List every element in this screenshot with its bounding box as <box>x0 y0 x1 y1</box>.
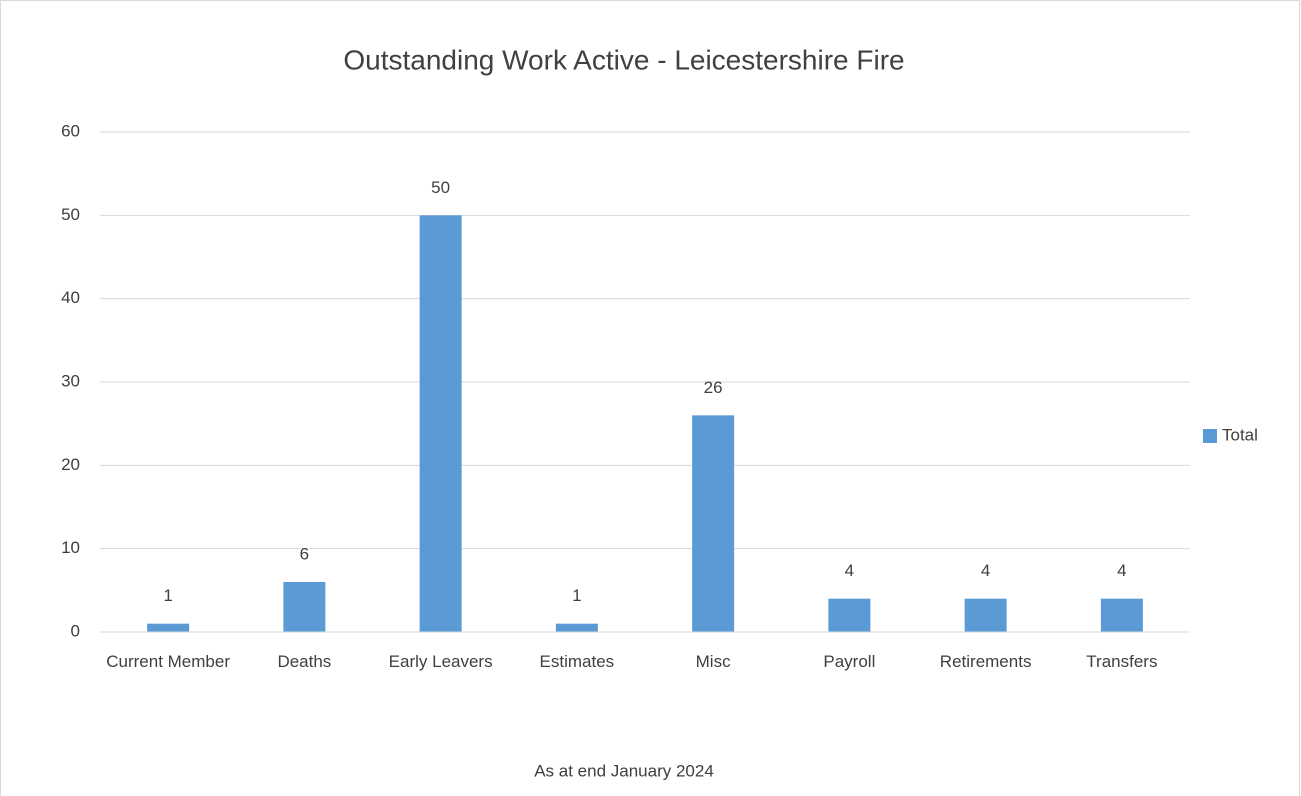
y-tick-label: 20 <box>61 455 80 474</box>
bar <box>1100 598 1143 632</box>
x-tick-label: Current Member <box>106 652 230 671</box>
bar <box>555 623 598 632</box>
bar <box>692 415 735 632</box>
legend-swatch <box>1203 429 1217 443</box>
data-label: 6 <box>300 544 309 563</box>
y-tick-label: 0 <box>71 621 80 640</box>
data-label: 4 <box>845 561 854 580</box>
y-tick-label: 40 <box>61 288 80 307</box>
data-label: 4 <box>981 561 990 580</box>
y-tick-label: 10 <box>61 538 80 557</box>
bar <box>147 623 190 632</box>
bar <box>964 598 1007 632</box>
x-tick-label: Transfers <box>1086 652 1158 671</box>
y-tick-label: 60 <box>61 121 80 140</box>
bar <box>283 582 326 632</box>
x-tick-label: Early Leavers <box>388 652 493 671</box>
data-label: 50 <box>431 178 450 197</box>
x-tick-label: Retirements <box>939 652 1032 671</box>
x-tick-label: Estimates <box>539 652 615 671</box>
bar <box>419 215 462 633</box>
x-tick-label: Misc <box>695 652 731 671</box>
legend-label: Total <box>1222 425 1258 444</box>
y-tick-label: 30 <box>61 371 80 390</box>
data-label: 1 <box>572 586 581 605</box>
x-tick-label: Deaths <box>277 652 332 671</box>
x-axis-title: As at end January 2024 <box>534 761 714 780</box>
data-label: 4 <box>1117 561 1126 580</box>
y-tick-label: 50 <box>61 205 80 224</box>
data-label: 1 <box>163 586 172 605</box>
data-label: 26 <box>704 378 723 397</box>
x-tick-label: Payroll <box>823 652 876 671</box>
chart-title: Outstanding Work Active - Leicestershire… <box>343 44 904 75</box>
bar <box>828 598 871 632</box>
